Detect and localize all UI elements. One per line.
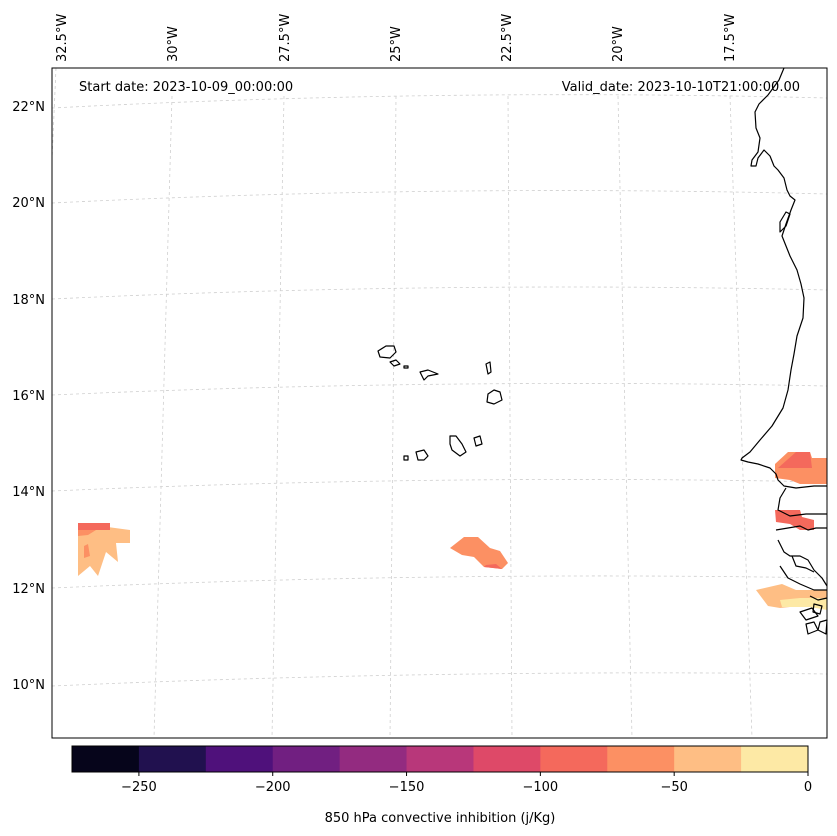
cin-patch-central <box>450 537 508 569</box>
parallel-18n <box>51 286 828 300</box>
lat-label: 16°N <box>12 389 45 404</box>
island-maio <box>473 435 483 447</box>
latitude-labels: 22°N 20°N 18°N 16°N 14°N 12°N 10°N <box>12 100 45 693</box>
valid-date-label: Valid_date: 2023-10-10T21:00:00.00 <box>562 80 800 95</box>
meridian-20w <box>617 95 633 739</box>
island-boa-vista <box>486 389 503 405</box>
lon-label: 32.5°W <box>55 14 70 62</box>
colorbar-bin <box>72 746 140 772</box>
colorbar-bin <box>205 746 274 772</box>
colorbar-bin <box>138 746 207 772</box>
meridian-25w <box>389 95 397 739</box>
parallel-10n <box>51 672 828 687</box>
colorbar-bin <box>607 746 675 772</box>
longitude-labels: 32.5°W 30°W 27.5°W 25°W 22.5°W 20°W 17.5… <box>55 14 738 62</box>
colorbar-ticks: −250 −200 −150 −100 −50 0 <box>121 772 812 795</box>
colorbar: −250 −200 −150 −100 −50 0 850 hPa convective … <box>71 745 812 826</box>
lat-label: 20°N <box>12 196 45 211</box>
graticule <box>51 67 828 739</box>
parallel-12n <box>51 575 828 589</box>
coastlines <box>740 67 828 635</box>
island-santa-luzia <box>403 365 409 369</box>
lon-label: 25°W <box>389 26 404 62</box>
island-santiago <box>449 435 467 457</box>
meridian-22-5w <box>507 95 513 739</box>
cape-verde-islands <box>377 345 503 461</box>
colorbar-tick-label: −50 <box>660 780 687 795</box>
lon-label: 20°W <box>611 26 626 62</box>
colorbar-bin <box>674 746 742 772</box>
map-frame <box>52 68 827 738</box>
colorbar-label: 850 hPa convective inhibition (j/Kg) <box>325 811 556 826</box>
island-sao-nicolau <box>419 369 439 381</box>
colorbar-bin <box>406 746 474 772</box>
colorbar-tick-label: −100 <box>523 780 559 795</box>
meridian-17-5w <box>729 95 753 739</box>
colorbar-bin <box>272 746 341 772</box>
lat-label: 14°N <box>12 485 45 500</box>
colorbar-bin <box>540 746 608 772</box>
coastline-africa <box>740 67 827 489</box>
island-sao-vicente <box>389 359 401 367</box>
lon-label: 27.5°W <box>278 14 293 62</box>
colorbar-bin <box>741 746 809 772</box>
colorbar-outline <box>71 745 809 773</box>
parallel-16n <box>51 383 828 396</box>
colorbar-bin <box>339 746 408 772</box>
map-border <box>51 67 828 739</box>
lon-label: 30°W <box>166 26 181 62</box>
colorbar-tick-label: 0 <box>804 780 812 795</box>
cin-fields <box>78 452 827 610</box>
island-sal <box>485 361 492 375</box>
colorbar-tick-label: −200 <box>255 780 291 795</box>
island-fogo <box>415 449 429 461</box>
island-brava <box>403 455 409 461</box>
lon-label: 17.5°W <box>723 14 738 62</box>
lon-label: 22.5°W <box>500 14 515 62</box>
lat-label: 22°N <box>12 100 45 115</box>
meridian-27-5w <box>271 95 285 739</box>
cin-patch-east <box>756 452 827 610</box>
colorbar-bins <box>72 746 809 772</box>
colorbar-tick-label: −250 <box>121 780 157 795</box>
colorbar-tick-label: −150 <box>389 780 425 795</box>
parallel-20n <box>51 190 828 204</box>
lat-label: 12°N <box>12 582 45 597</box>
lat-label: 18°N <box>12 293 45 308</box>
meridian-30w <box>153 95 173 739</box>
lat-label: 10°N <box>12 678 45 693</box>
colorbar-bin <box>473 746 541 772</box>
parallel-22n <box>51 94 828 109</box>
island-santo-antao <box>377 345 397 359</box>
start-date-label: Start date: 2023-10-09_00:00:00 <box>79 80 293 95</box>
parallel-14n <box>51 479 828 492</box>
cin-patch-west <box>78 523 130 576</box>
